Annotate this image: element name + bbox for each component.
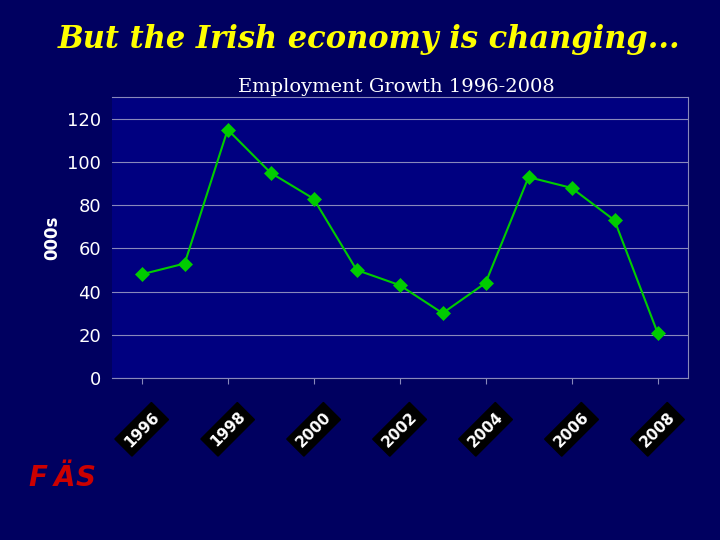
Text: But the Irish economy is changing...: But the Irish economy is changing...	[58, 24, 680, 55]
Text: 2006: 2006	[551, 409, 592, 450]
Text: S: S	[76, 464, 96, 492]
Text: Employment Growth 1996-2008: Employment Growth 1996-2008	[238, 78, 554, 96]
Text: 2000: 2000	[293, 409, 334, 450]
Text: Ä: Ä	[54, 464, 76, 492]
Y-axis label: 000s: 000s	[43, 215, 61, 260]
Text: 2008: 2008	[637, 409, 678, 450]
Text: 2004: 2004	[465, 409, 506, 450]
Text: 1998: 1998	[207, 409, 248, 450]
Text: F: F	[29, 464, 48, 492]
Text: 2002: 2002	[379, 409, 420, 450]
Text: 1996: 1996	[122, 409, 162, 450]
